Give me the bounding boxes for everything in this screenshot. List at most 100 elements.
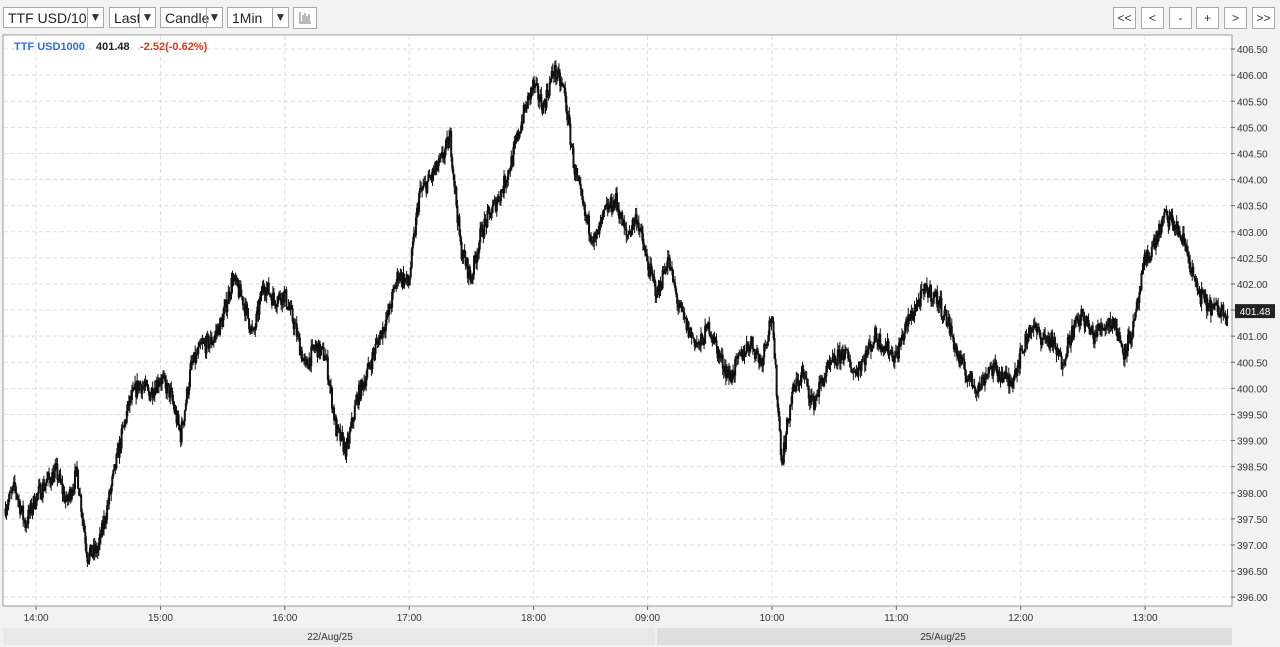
candle — [500, 188, 503, 193]
candle — [537, 83, 540, 108]
candle-body — [427, 174, 430, 181]
nav-next-button[interactable]: > — [1224, 7, 1247, 29]
candle-body — [1204, 294, 1207, 303]
candle — [1147, 250, 1150, 264]
candle — [1025, 328, 1028, 349]
candle — [767, 330, 770, 347]
candle — [337, 424, 340, 433]
candle-body — [370, 365, 373, 370]
candle — [329, 378, 332, 395]
candle — [157, 377, 160, 394]
interval-select[interactable]: 1Min ▼ — [227, 7, 289, 28]
candle — [977, 381, 980, 399]
candle — [610, 193, 613, 217]
candle-body — [948, 316, 951, 334]
candle-body — [770, 319, 773, 323]
candle — [399, 268, 402, 282]
candle-body — [1183, 238, 1186, 246]
candle-body — [581, 196, 584, 204]
candle — [884, 337, 887, 354]
candle — [795, 371, 798, 393]
candle-body — [1220, 307, 1223, 317]
candle — [857, 361, 860, 381]
candle-body — [1205, 294, 1208, 312]
candle — [150, 386, 153, 396]
candle-body — [491, 205, 494, 213]
candle — [793, 379, 796, 392]
candle-body — [389, 304, 392, 309]
nav-prev-button[interactable]: < — [1141, 7, 1164, 29]
candle — [1046, 335, 1049, 347]
candle — [988, 366, 991, 378]
candle — [1020, 345, 1023, 351]
candle-body — [1213, 304, 1216, 307]
candle — [1116, 328, 1119, 342]
candle-body — [980, 376, 983, 389]
candle — [1133, 318, 1136, 328]
candle-body — [409, 267, 412, 278]
chevron-down-icon[interactable]: ▼ — [272, 7, 288, 28]
candle — [410, 246, 413, 270]
candle-body — [1180, 240, 1183, 243]
candle — [299, 346, 302, 359]
candle — [547, 93, 550, 101]
candle-body — [411, 241, 414, 249]
candle-body — [129, 396, 132, 400]
zoom-out-button[interactable]: - — [1169, 7, 1192, 29]
candle — [888, 353, 891, 362]
candle — [446, 130, 449, 142]
candle-body — [507, 170, 510, 180]
candle — [823, 372, 826, 388]
candle — [1117, 328, 1120, 342]
candle-body — [219, 318, 222, 335]
candle-body — [538, 99, 541, 102]
candle-body — [49, 478, 52, 484]
chevron-down-icon[interactable]: ▼ — [87, 7, 103, 28]
candle-body — [1002, 378, 1005, 383]
candle — [59, 468, 62, 485]
candle-body — [204, 342, 207, 354]
plot-area[interactable] — [2, 34, 1233, 607]
candle — [1157, 231, 1160, 247]
candle-body — [1087, 320, 1090, 328]
candle — [144, 375, 147, 392]
zoom-in-button[interactable]: + — [1196, 7, 1219, 29]
candle-body — [878, 334, 881, 347]
candle — [783, 435, 786, 455]
nav-last-button[interactable]: >> — [1252, 7, 1275, 29]
candle-body — [795, 378, 798, 392]
candle-body — [950, 325, 953, 336]
candle-body — [728, 370, 731, 380]
candle — [78, 488, 81, 496]
candle-body — [1222, 304, 1225, 317]
candle — [325, 353, 328, 362]
candle-body — [708, 322, 711, 334]
candle — [55, 457, 58, 470]
chevron-down-icon[interactable]: ▼ — [206, 7, 222, 28]
price-type-select[interactable]: Last ▼ — [109, 7, 156, 28]
candle — [1054, 336, 1057, 351]
chart-type-select[interactable]: Candle ▼ — [160, 7, 223, 28]
candle — [1056, 343, 1059, 356]
candle — [287, 299, 290, 311]
candle-body — [812, 396, 815, 410]
candle-body — [620, 212, 623, 218]
candle-body — [457, 216, 460, 223]
chevron-down-icon[interactable]: ▼ — [139, 7, 155, 28]
candle — [92, 538, 95, 561]
candle — [572, 143, 575, 169]
symbol-select-value: TTF USD/1000 — [8, 10, 88, 26]
candle-body — [888, 354, 891, 356]
candle — [630, 225, 633, 237]
candle — [1131, 330, 1134, 348]
candle-body — [727, 370, 730, 378]
candle — [909, 310, 912, 321]
chart-settings-button[interactable] — [293, 7, 317, 29]
candle — [87, 560, 90, 565]
nav-first-button[interactable]: << — [1113, 7, 1136, 29]
candle — [1166, 210, 1169, 223]
symbol-select[interactable]: TTF USD/1000 ▼ — [3, 7, 104, 28]
candle-body — [391, 291, 394, 308]
candle — [283, 285, 286, 308]
